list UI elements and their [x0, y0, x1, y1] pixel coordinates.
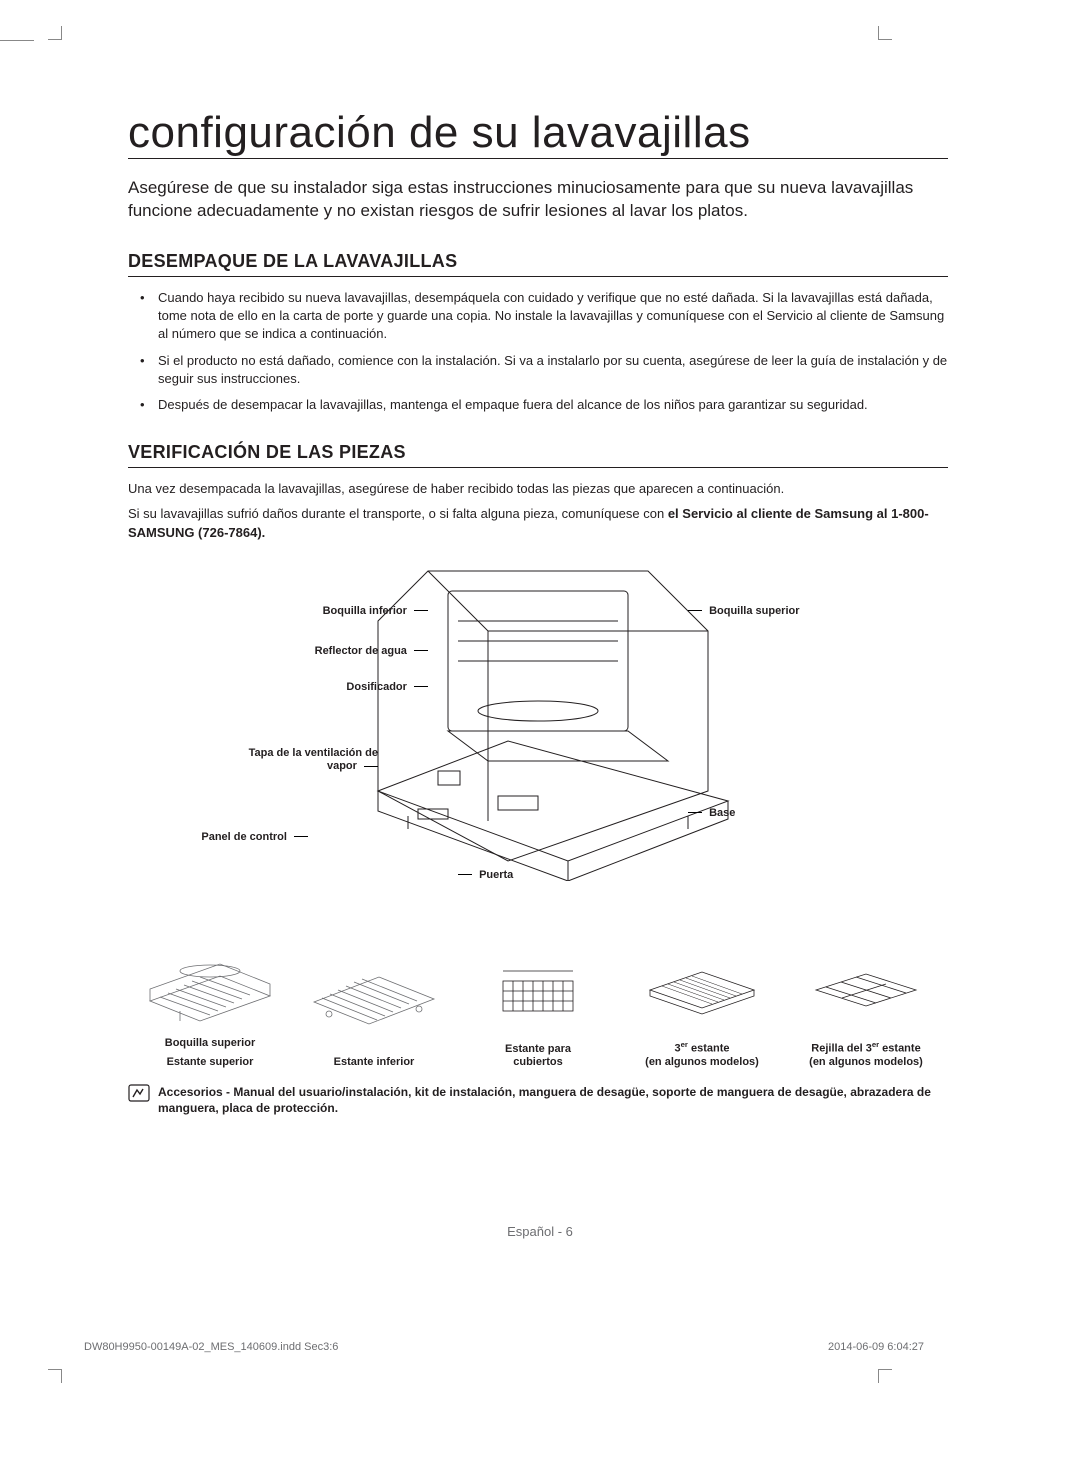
accessories-note: Accesorios - Manual del usuario/instalac…	[128, 1084, 948, 1116]
unpack-bullet-list: Cuando haya recibido su nueva lavavajill…	[128, 289, 948, 414]
part-label-boquilla-sup: Boquilla superior	[165, 1037, 255, 1051]
part-cubiertos: Estante para cubiertos	[456, 951, 620, 1071]
parts-row: Boquilla superior Estante superior Estan…	[128, 941, 948, 1071]
section-heading-parts: VERIFICACIÓN DE LAS PIEZAS	[128, 442, 948, 468]
label-base: Base	[688, 807, 735, 819]
label-text: Dosificador	[346, 681, 407, 693]
label-text: (en algunos modelos)	[809, 1056, 923, 1068]
page-content: configuración de su lavavajillas Asegúre…	[128, 110, 948, 1117]
label-text: Puerta	[479, 869, 513, 881]
note-text: Accesorios - Manual del usuario/instalac…	[158, 1084, 948, 1116]
label-tapa-vapor: Tapa de la ventilación de vapor	[146, 747, 378, 773]
label-text: vapor	[327, 760, 357, 772]
dishwasher-diagram-wrapper: Boquilla inferior Reflector de agua Dosi…	[128, 561, 948, 931]
crop-mark-top-right	[878, 26, 892, 40]
intro-paragraph: Asegúrese de que su instalador siga esta…	[128, 177, 948, 223]
label-text: Reflector de agua	[315, 645, 407, 657]
page-footer-left: DW80H9950-00149A-02_MES_140609.indd Sec3…	[84, 1341, 338, 1353]
crop-mark-top-left	[48, 26, 62, 40]
page-footer-right: 2014-06-09 6:04:27	[828, 1341, 924, 1353]
bullet-item: Cuando haya recibido su nueva lavavajill…	[146, 289, 948, 344]
parts-paragraph-1: Una vez desempacada la lavavajillas, ase…	[128, 480, 948, 499]
label-text: Base	[709, 807, 735, 819]
label-panel: Panel de control	[178, 831, 308, 843]
label-text: Rejilla del 3	[811, 1043, 872, 1055]
label-boquilla-superior: Boquilla superior	[688, 605, 800, 617]
label-text: (en algunos modelos)	[645, 1056, 759, 1068]
page-title: configuración de su lavavajillas	[128, 110, 948, 159]
crop-mark-line	[0, 40, 34, 41]
label-puerta: Puerta	[458, 869, 513, 881]
manual-page: configuración de su lavavajillas Asegúre…	[0, 0, 1080, 1461]
label-reflector: Reflector de agua	[298, 645, 428, 657]
third-rack-grid-icon	[806, 948, 926, 1018]
note-icon	[128, 1084, 150, 1102]
part-3er-estante: 3er estante (en algunos modelos)	[620, 948, 784, 1070]
label-boquilla-inferior: Boquilla inferior	[298, 605, 428, 617]
part-estante-inferior: Estante inferior	[292, 944, 456, 1070]
label-text: Tapa de la ventilación de	[249, 747, 378, 759]
upper-rack-icon	[140, 941, 280, 1031]
label-dosificador: Dosificador	[324, 681, 428, 693]
bullet-item: Después de desempacar la lavavajillas, m…	[146, 396, 948, 414]
label-text: Estante para	[505, 1043, 571, 1055]
lower-rack-icon	[304, 944, 444, 1034]
cutlery-basket-icon	[478, 951, 598, 1021]
part-label: Estante superior	[167, 1056, 254, 1070]
crop-mark-bottom-right	[878, 1369, 892, 1383]
part-estante-superior: Boquilla superior Estante superior	[128, 941, 292, 1071]
label-text: Boquilla superior	[709, 605, 799, 617]
part-label: Rejilla del 3er estante (en algunos mode…	[809, 1040, 923, 1070]
page-footer-center: Español - 6	[0, 1224, 1080, 1239]
third-rack-icon	[642, 948, 762, 1018]
label-text: cubiertos	[513, 1056, 563, 1068]
part-rejilla-3er: Rejilla del 3er estante (en algunos mode…	[784, 948, 948, 1070]
bullet-item: Si el producto no está dañado, comience …	[146, 352, 948, 388]
label-text: estante	[688, 1043, 730, 1055]
text: Si su lavavajillas sufrió daños durante …	[128, 506, 668, 521]
section-heading-unpack: DESEMPAQUE DE LA LAVAVAJILLAS	[128, 251, 948, 277]
parts-paragraph-2: Si su lavavajillas sufrió daños durante …	[128, 505, 948, 543]
label-text: Panel de control	[201, 831, 287, 843]
part-label: 3er estante (en algunos modelos)	[645, 1040, 759, 1070]
label-text: estante	[879, 1043, 921, 1055]
label-text: Boquilla inferior	[323, 605, 407, 617]
part-label: Estante inferior	[334, 1056, 415, 1070]
label-sup: er	[681, 1040, 688, 1049]
part-label: Estante para cubiertos	[505, 1043, 571, 1071]
crop-mark-bottom-left	[48, 1369, 62, 1383]
